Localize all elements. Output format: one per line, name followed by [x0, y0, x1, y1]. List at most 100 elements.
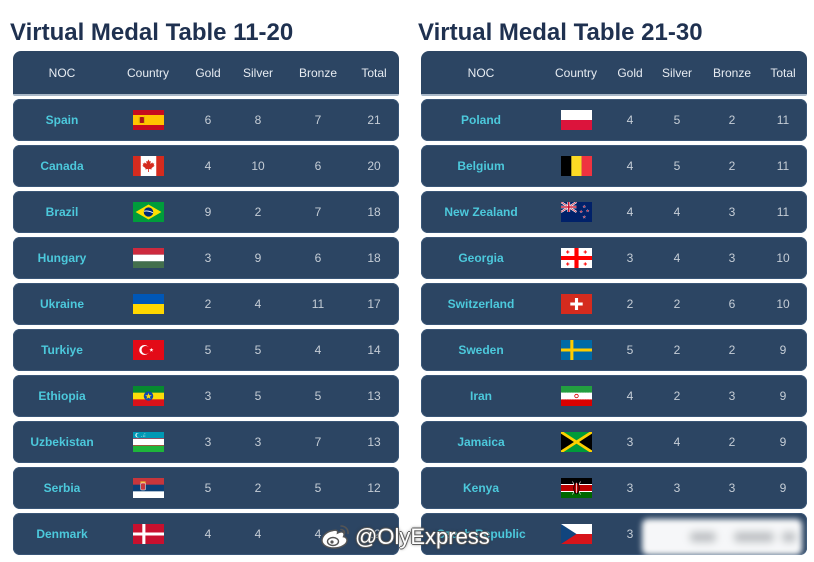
column-header-bronze: Bronze	[712, 65, 752, 80]
ethiopia-flag-icon	[132, 386, 164, 406]
gold-count: 3	[204, 251, 212, 265]
table-body: Poland 4 5 2 11 Belgium 4 5 2 11 New Zealand 4 4 3 11 G…	[421, 99, 807, 555]
bronze-count: 7	[314, 113, 322, 127]
column-header-country: Country	[554, 65, 598, 80]
silver-count: 5	[254, 343, 262, 357]
gold-count: 4	[626, 159, 634, 173]
noc-name: Canada	[40, 159, 84, 173]
table-row: Belgium 4 5 2 11	[421, 145, 807, 187]
column-header-silver: Silver	[661, 65, 692, 80]
column-header-total: Total	[361, 65, 387, 80]
medal-table-11-20: NOC Country Gold Silver Bronze Total Spa…	[13, 51, 399, 559]
gold-count: 2	[626, 297, 634, 311]
bronze-count: 7	[314, 435, 322, 449]
bronze-count: 2	[728, 435, 736, 449]
gold-count: 4	[204, 159, 212, 173]
bronze-count: 3	[728, 205, 736, 219]
gold-count: 3	[626, 527, 634, 541]
noc-name: Iran	[469, 389, 492, 403]
total-count: 17	[367, 297, 381, 311]
country-cell	[111, 524, 185, 544]
silver-count: 5	[673, 113, 681, 127]
weibo-logo-icon	[320, 523, 352, 550]
table-row: Uzbekistan 3 3 7 13	[13, 421, 399, 463]
total-count: 13	[367, 435, 381, 449]
noc-name: Denmark	[36, 527, 88, 541]
blurred-watermark-area	[642, 519, 802, 555]
table-row: Turkiye 5 5 4 14	[13, 329, 399, 371]
country-cell	[541, 478, 611, 498]
column-header-gold: Gold	[617, 65, 643, 80]
total-count: 12	[367, 481, 381, 495]
jamaica-flag-icon	[560, 432, 592, 452]
silver-count: 4	[673, 251, 681, 265]
country-cell	[111, 340, 185, 360]
table-row: Jamaica 3 4 2 9	[421, 421, 807, 463]
silver-count: 4	[254, 297, 262, 311]
country-cell	[541, 386, 611, 406]
total-count: 11	[776, 159, 790, 173]
bronze-count: 6	[728, 297, 736, 311]
country-cell	[541, 432, 611, 452]
table-header-row: NOC Country Gold Silver Bronze Total	[421, 51, 807, 96]
table-row: Canada 4 10 6 20	[13, 145, 399, 187]
country-cell	[541, 110, 611, 130]
gold-count: 6	[204, 113, 212, 127]
georgia-flag-icon	[560, 248, 592, 268]
noc-name: Hungary	[37, 251, 87, 265]
bronze-count: 6	[314, 159, 322, 173]
bronze-count: 3	[728, 251, 736, 265]
noc-name: Belgium	[457, 159, 505, 173]
total-count: 9	[779, 343, 787, 357]
gold-count: 3	[204, 435, 212, 449]
gold-count: 3	[626, 435, 634, 449]
table-row: Poland 4 5 2 11	[421, 99, 807, 141]
bronze-count: 5	[314, 389, 322, 403]
table-row: Ethiopia 3 5 5 13	[13, 375, 399, 417]
table-row: Iran 4 2 3 9	[421, 375, 807, 417]
silver-count: 3	[254, 435, 262, 449]
total-count: 18	[367, 205, 381, 219]
bronze-count: 4	[314, 527, 322, 541]
noc-name: Uzbekistan	[30, 435, 94, 449]
gold-count: 3	[204, 389, 212, 403]
gold-count: 3	[626, 251, 634, 265]
gold-count: 5	[204, 481, 212, 495]
silver-count: 2	[673, 389, 681, 403]
column-header-noc: NOC	[467, 65, 495, 80]
table-row: Georgia 3 4 3 10	[421, 237, 807, 279]
table-header-row: NOC Country Gold Silver Bronze Total	[13, 51, 399, 96]
silver-count: 8	[254, 113, 262, 127]
column-header-silver: Silver	[242, 65, 273, 80]
country-cell	[111, 110, 185, 130]
noc-name: Sweden	[458, 343, 504, 357]
hungary-flag-icon	[132, 248, 164, 268]
gold-count: 4	[626, 113, 634, 127]
kenya-flag-icon	[560, 478, 592, 498]
total-count: 9	[779, 481, 787, 495]
total-count: 9	[779, 389, 787, 403]
blurred-artifact	[782, 532, 796, 542]
canada-flag-icon	[132, 156, 164, 176]
turkiye-flag-icon	[132, 340, 164, 360]
total-count: 14	[367, 343, 381, 357]
gold-count: 4	[626, 205, 634, 219]
country-cell	[541, 340, 611, 360]
noc-name: Kenya	[462, 481, 500, 495]
silver-count: 10	[251, 159, 265, 173]
table-row: Ukraine 2 4 11 17	[13, 283, 399, 325]
silver-count: 2	[254, 205, 262, 219]
table-row: Spain 6 8 7 21	[13, 99, 399, 141]
noc-name: Ethiopia	[38, 389, 86, 403]
country-cell	[541, 248, 611, 268]
belgium-flag-icon	[560, 156, 592, 176]
serbia-flag-icon	[132, 478, 164, 498]
noc-name: Spain	[45, 113, 79, 127]
total-count: 20	[367, 159, 381, 173]
blurred-artifact	[690, 532, 716, 542]
gold-count: 2	[204, 297, 212, 311]
noc-name: Switzerland	[447, 297, 515, 311]
silver-count: 4	[673, 435, 681, 449]
total-count: 21	[367, 113, 381, 127]
total-count: 18	[367, 251, 381, 265]
